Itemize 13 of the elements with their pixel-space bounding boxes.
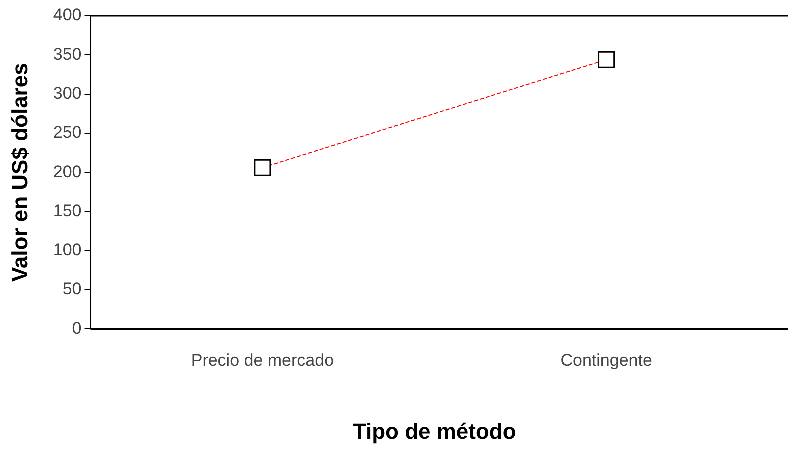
y-tick-label: 150 — [53, 201, 82, 220]
y-tick-label: 200 — [53, 162, 82, 182]
x-axis-title: Tipo de método — [352, 418, 516, 444]
y-tick-label: 50 — [62, 280, 82, 299]
y-tick-label: 100 — [53, 240, 82, 260]
y-tick-label: 300 — [53, 84, 82, 103]
y-tick-label: 400 — [53, 6, 82, 25]
y-tick-label: 350 — [53, 44, 82, 64]
y-tick-label: 250 — [53, 123, 82, 142]
y-axis-title: Valor en US$ dólares — [7, 63, 32, 282]
x-tick-label: Precio de mercado — [191, 351, 334, 370]
y-tick-label: 0 — [72, 318, 82, 338]
x-tick-label: Contingente — [560, 351, 652, 370]
